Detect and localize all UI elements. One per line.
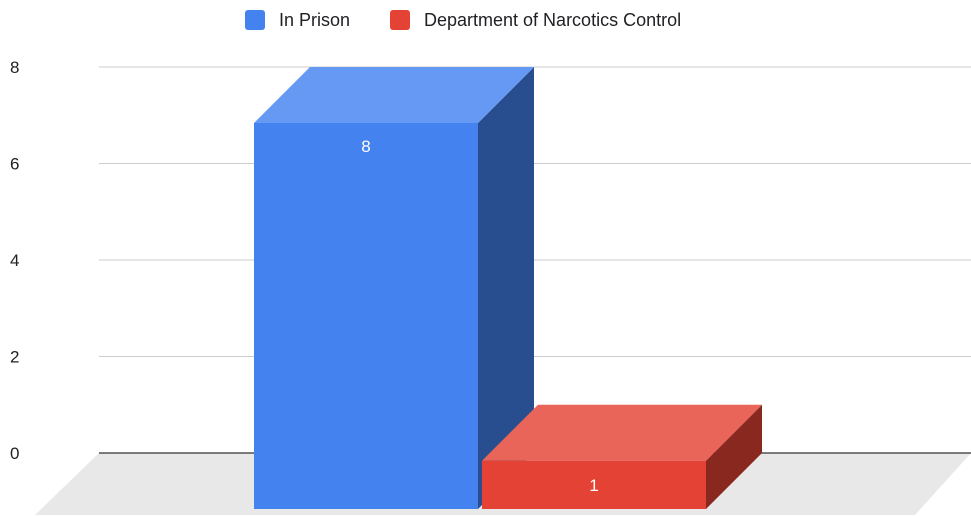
y-tick-label: 4 bbox=[10, 251, 19, 270]
bar-front-face bbox=[482, 460, 706, 509]
bar-1: 1 bbox=[482, 404, 762, 509]
bar-top-face bbox=[482, 404, 762, 461]
bar-data-label: 1 bbox=[589, 476, 598, 495]
legend-item-1[interactable]: Department of Narcotics Control bbox=[390, 10, 681, 30]
y-tick-label: 0 bbox=[10, 444, 19, 463]
bar-data-label: 8 bbox=[361, 137, 370, 156]
bar-0: 8 bbox=[254, 67, 534, 509]
bar-side-face bbox=[478, 67, 534, 509]
bar-side-face bbox=[706, 404, 762, 509]
legend-item-0[interactable]: In Prison bbox=[245, 10, 350, 30]
legend-swatch bbox=[390, 10, 410, 30]
legend-swatch bbox=[245, 10, 265, 30]
bar-top-face bbox=[254, 67, 534, 123]
legend-label: In Prison bbox=[279, 10, 350, 30]
y-tick-label: 6 bbox=[10, 155, 19, 174]
legend-label: Department of Narcotics Control bbox=[424, 10, 681, 30]
bar-front-face bbox=[254, 123, 478, 509]
y-tick-label: 8 bbox=[10, 58, 19, 77]
y-tick-label: 2 bbox=[10, 348, 19, 367]
